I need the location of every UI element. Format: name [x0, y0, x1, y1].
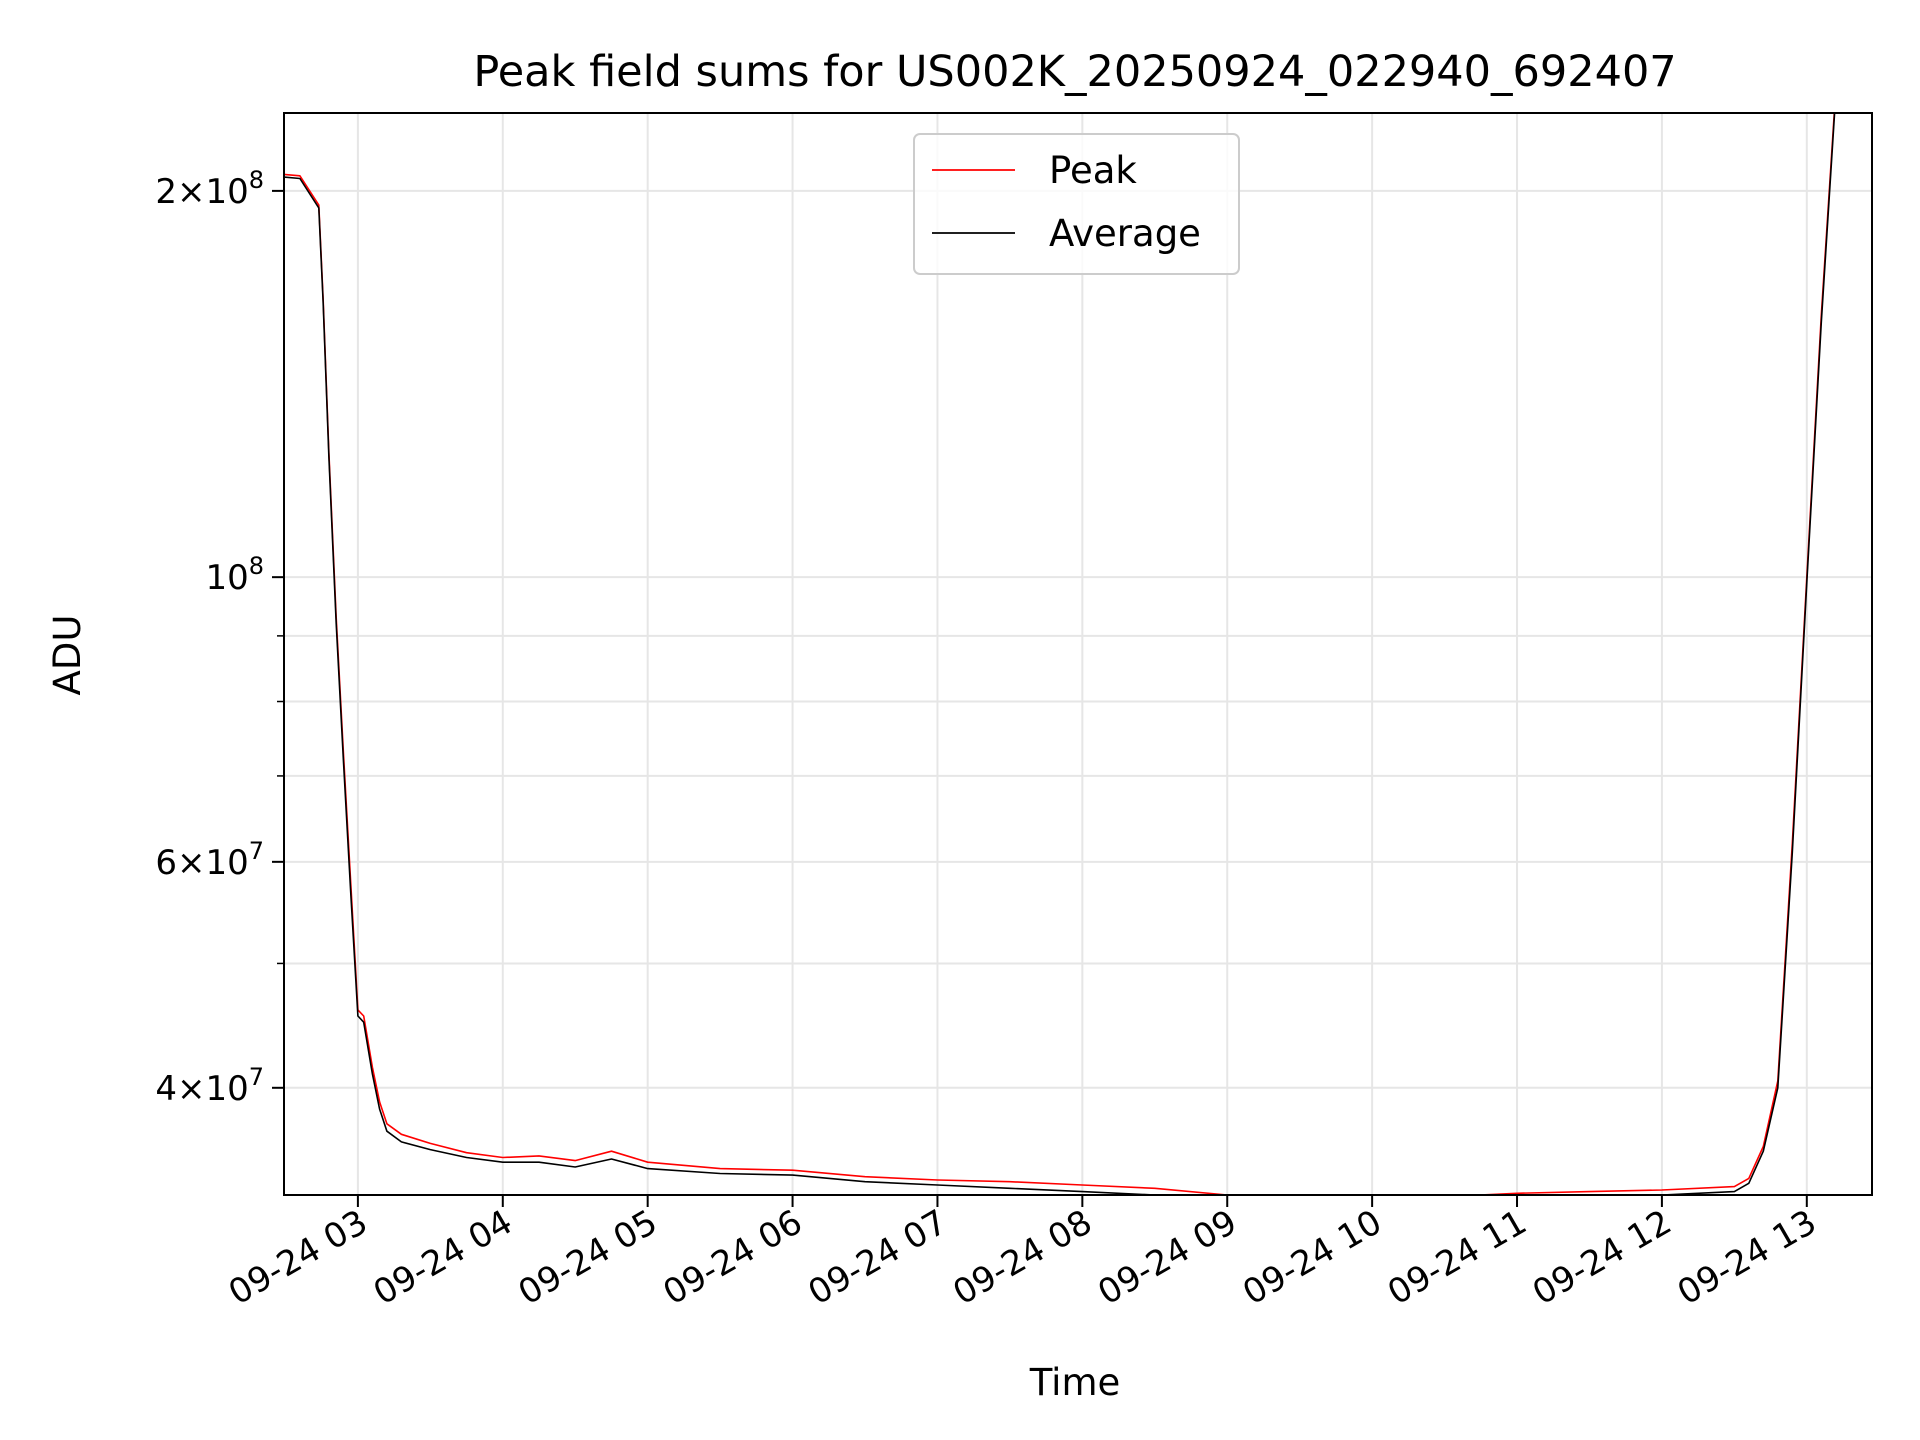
grid [284, 113, 1872, 1195]
legend-label-peak: Peak [1049, 149, 1137, 192]
y-tick-mantissa: 4 [155, 1069, 177, 1109]
y-tick-base: 10 [205, 843, 248, 883]
y-tick-mantissa: 6 [155, 843, 177, 883]
y-tick-base: 10 [205, 1069, 248, 1109]
y-tick-label: 4×107 [155, 1063, 264, 1109]
y-tick-exponent: 8 [249, 166, 264, 194]
y-axis-label: ADU [46, 615, 89, 696]
x-axis-label: Time [1029, 1361, 1121, 1404]
plot-lines [284, 113, 1836, 1195]
series-line-average [284, 113, 1836, 1195]
chart-title: Peak field sums for US002K_20250924_0229… [473, 47, 1676, 97]
y-tick-exponent: 8 [249, 552, 264, 580]
y-tick-label: 108 [205, 552, 264, 598]
y-tick-times: × [177, 843, 206, 883]
y-tick-mantissa: 2 [155, 172, 177, 212]
y-tick-base: 10 [205, 172, 248, 212]
plot-frame [283, 112, 1873, 1196]
legend-frame [913, 133, 1240, 275]
y-tick-times: × [177, 172, 206, 212]
legend-label-average: Average [1049, 212, 1201, 255]
y-tick-times: × [177, 1069, 206, 1109]
y-tick-base: 10 [205, 558, 248, 598]
y-tick-label: 2×108 [155, 166, 264, 212]
legend: Peak Average [913, 133, 1240, 275]
y-tick-label: 6×107 [155, 837, 264, 883]
y-tick-exponent: 7 [249, 837, 264, 865]
y-tick-exponent: 7 [249, 1063, 264, 1091]
